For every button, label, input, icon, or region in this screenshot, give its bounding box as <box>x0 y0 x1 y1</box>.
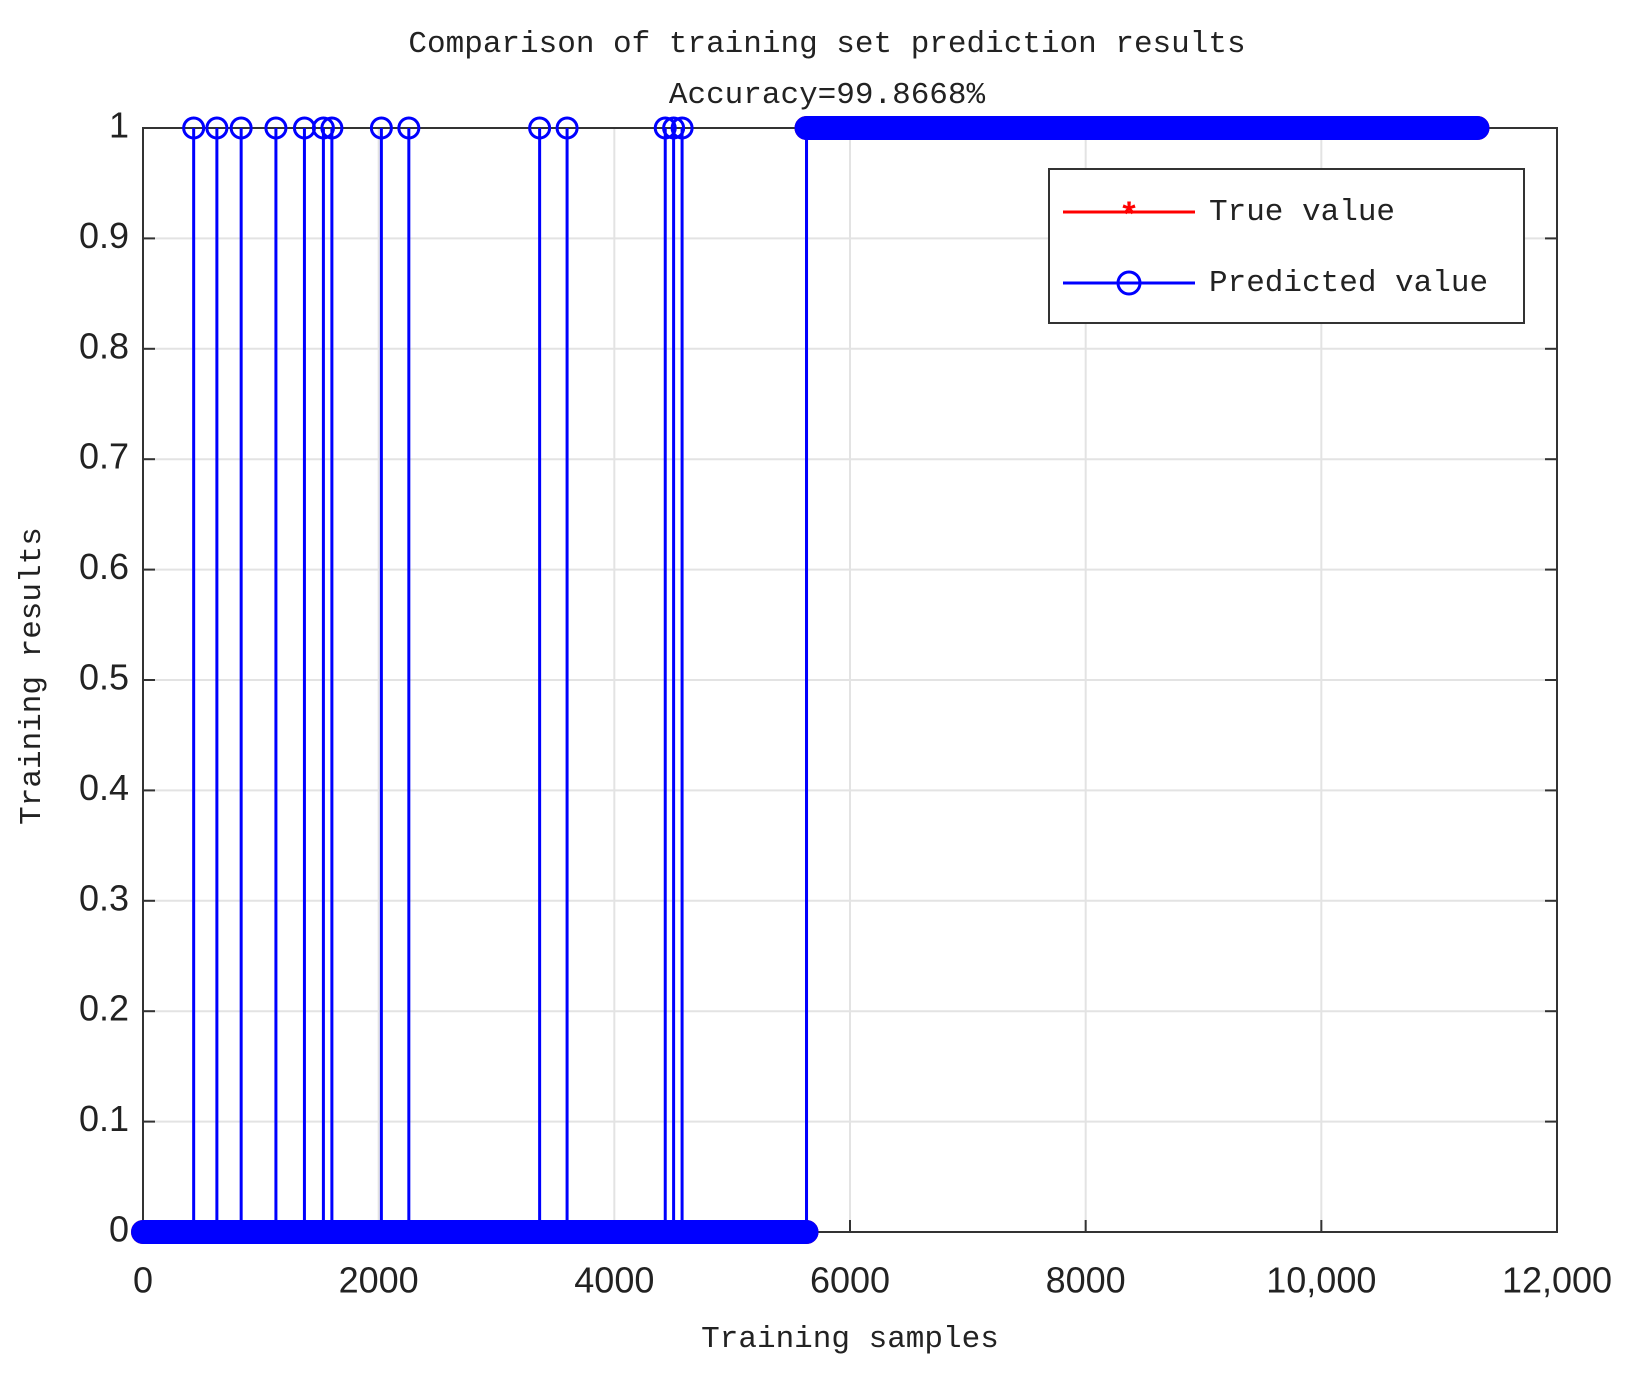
marker <box>264 116 288 140</box>
x-tick-label: 0 <box>133 1260 153 1301</box>
marker <box>662 1220 686 1244</box>
marker <box>653 116 677 140</box>
x-tick-label: 4000 <box>574 1260 654 1301</box>
marker <box>369 116 393 140</box>
marker <box>795 116 819 140</box>
marker <box>264 1220 288 1244</box>
x-axis-label: Training samples <box>701 1322 999 1357</box>
marker <box>653 1220 677 1244</box>
marker <box>662 116 686 140</box>
marker <box>182 116 206 140</box>
y-axis-label: Training results <box>15 527 50 825</box>
x-tick-label: 10,000 <box>1266 1260 1376 1301</box>
y-tick-label: 0.6 <box>79 546 129 587</box>
marker <box>555 1220 579 1244</box>
y-tick-label: 0.5 <box>79 657 129 698</box>
marker <box>369 1220 393 1244</box>
marker <box>182 1220 206 1244</box>
marker <box>229 1220 253 1244</box>
marker <box>205 116 229 140</box>
y-tick-label: 0.3 <box>79 877 129 918</box>
marker <box>670 116 694 140</box>
legend-box <box>1048 168 1525 324</box>
marker <box>320 116 344 140</box>
marker <box>528 116 552 140</box>
marker <box>229 116 253 140</box>
y-tick-label: 0.7 <box>79 436 129 477</box>
legend-label: True value <box>1209 195 1395 230</box>
y-tick-label: 0.1 <box>79 1098 129 1139</box>
legend-marker <box>1116 270 1142 296</box>
series-line <box>143 126 1478 1234</box>
y-tick-label: 0.4 <box>79 767 129 808</box>
y-tick-label: 0.8 <box>79 325 129 366</box>
marker <box>205 1220 229 1244</box>
legend-label: Predicted value <box>1209 266 1488 301</box>
y-tick-label: 1 <box>109 105 129 146</box>
chart-subtitle: Accuracy=99.8668% <box>669 78 986 113</box>
marker <box>528 1220 552 1244</box>
marker <box>670 1220 694 1244</box>
marker <box>397 1220 421 1244</box>
x-tick-label: 12,000 <box>1502 1260 1612 1301</box>
marker <box>397 116 421 140</box>
marker <box>1465 116 1489 140</box>
y-tick-label: 0.9 <box>79 215 129 256</box>
marker <box>311 1220 335 1244</box>
y-tick-label: 0 <box>109 1209 129 1250</box>
x-tick-label: 2000 <box>339 1260 419 1301</box>
marker <box>131 1220 155 1244</box>
x-tick-label: 8000 <box>1046 1260 1126 1301</box>
x-tick-label: 6000 <box>810 1260 890 1301</box>
marker <box>555 116 579 140</box>
marker <box>795 1220 819 1244</box>
y-tick-label: 0.2 <box>79 988 129 1029</box>
marker <box>311 116 335 140</box>
legend-marker: * <box>1122 195 1136 233</box>
marker <box>320 1220 344 1244</box>
chart-title: Comparison of training set prediction re… <box>408 27 1245 62</box>
